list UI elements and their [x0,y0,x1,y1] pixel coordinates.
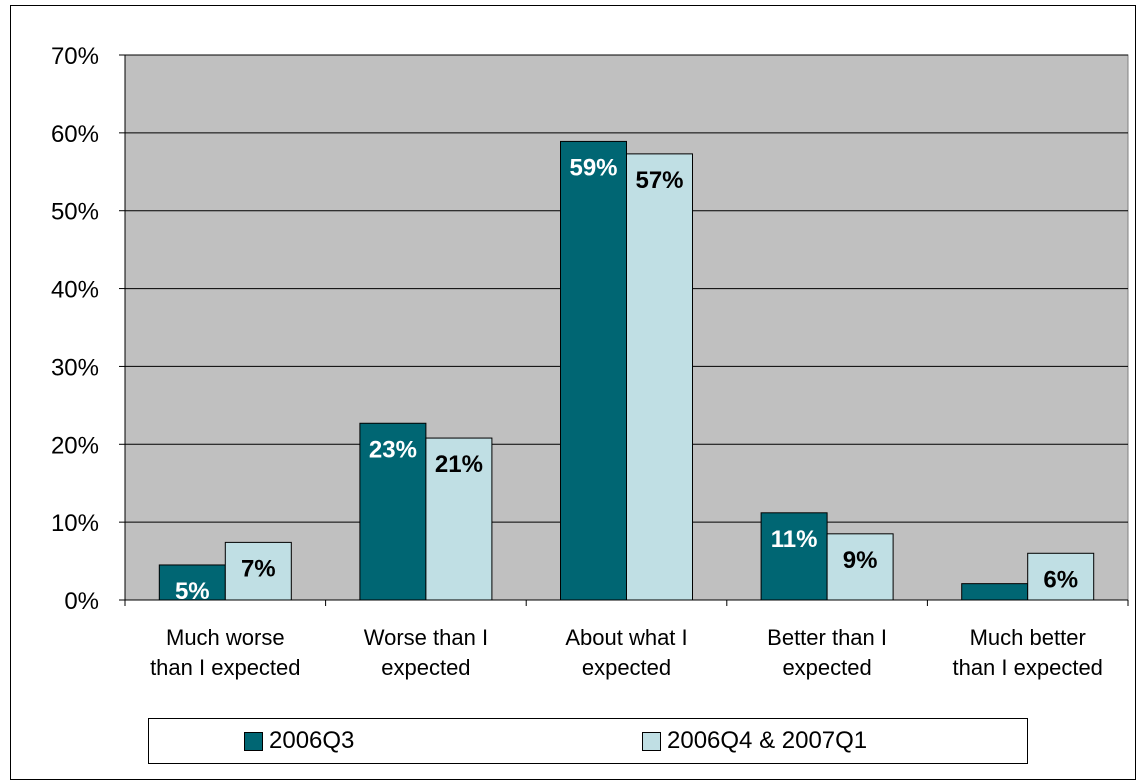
legend-item-series-2: 2006Q4 & 2007Q1 [642,719,867,763]
x-category-label: than I expected [952,655,1102,680]
x-category-label: Much better [970,625,1086,650]
y-tick-label: 60% [51,121,99,148]
data-label: 21% [435,451,483,478]
x-category-label: than I expected [150,655,300,680]
bar [224,541,292,601]
y-axis-ticks: 0% 10% 20% 30% 40% 50% 60% 70% [51,43,125,615]
legend-item-series-1: 2006Q3 [244,719,354,763]
data-label: 7% [241,555,276,582]
bar [626,153,693,601]
bar [760,512,828,601]
bar [425,437,493,601]
y-tick-label: 10% [51,510,99,537]
legend-label-series-1: 2006Q3 [269,727,355,754]
legend-swatch-series-2 [642,731,661,751]
y-tick-label: 70% [51,43,99,70]
x-category-label: Much worse [166,625,285,650]
bar [158,564,226,601]
data-label: 5% [175,578,210,605]
y-tick-label: 20% [51,432,99,459]
y-tick-label: 50% [51,199,99,226]
data-label: 23% [369,436,417,463]
x-category-label: expected [582,655,671,680]
bars [158,140,1095,601]
data-label: 11% [771,526,818,553]
x-category-label: expected [782,655,871,680]
x-category-label: About what I [565,625,687,650]
data-labels: 5% 23% 59% 11% 2% 7% 21% 57% 9% 6% [175,154,1078,623]
y-tick-label: 0% [64,588,99,615]
x-category-label: expected [381,655,470,680]
legend: 2006Q3 2006Q4 & 2007Q1 [148,718,1028,764]
data-label: 9% [843,547,878,574]
x-category-label: Better than I [767,625,887,650]
data-label: 2% [977,597,1012,624]
y-tick-label: 40% [51,277,99,304]
bar [359,422,427,601]
axes [124,55,1129,606]
y-tick-label: 30% [51,354,99,381]
data-label: 6% [1043,566,1078,593]
bar [826,533,894,601]
data-label: 59% [569,154,617,181]
legend-swatch-series-1 [244,731,263,751]
data-label: 57% [635,167,683,194]
legend-label-series-2: 2006Q4 & 2007Q1 [667,727,868,754]
x-category-label: Worse than I [364,625,488,650]
bar [560,140,627,601]
x-axis-categories: Much worse than I expected Worse than I exp… [150,625,1103,680]
